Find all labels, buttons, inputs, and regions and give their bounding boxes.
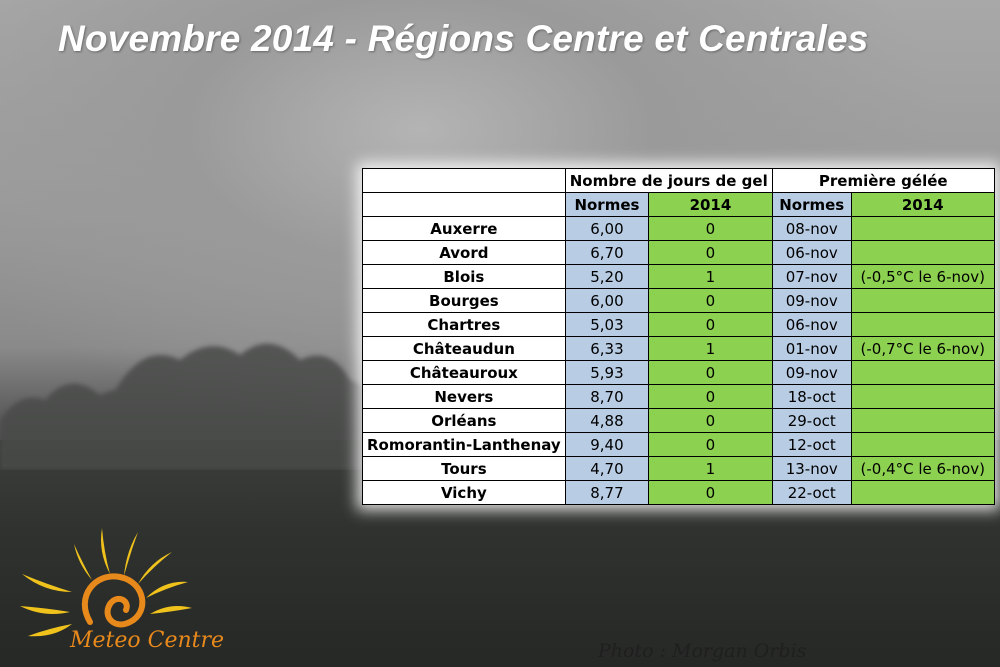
- frost-2014-cell: 0: [648, 288, 773, 313]
- first-frost-2014-cell: (-0,5°C le 6-nov): [850, 264, 995, 289]
- first-frost-2014-cell: [850, 432, 995, 457]
- table-row: Chartres 5,03 0 06-nov: [362, 312, 995, 337]
- table-group-header-row: Nombre de jours de gel Première gélée: [362, 168, 995, 193]
- table-corner-cell-2: [362, 192, 566, 217]
- frost-norm-cell: 4,88: [564, 408, 650, 433]
- first-frost-norm-cell: 07-nov: [771, 264, 852, 289]
- frost-norm-cell: 6,70: [564, 240, 650, 265]
- frost-2014-cell: 0: [648, 384, 773, 409]
- frost-norm-cell: 5,03: [564, 312, 650, 337]
- table-row: Avord 6,70 0 06-nov: [362, 240, 995, 265]
- first-frost-norm-cell: 13-nov: [771, 456, 852, 481]
- city-cell: Romorantin-Lanthenay: [362, 432, 566, 457]
- city-cell: Châteaudun: [362, 336, 566, 361]
- first-frost-norm-cell: 29-oct: [771, 408, 852, 433]
- frost-2014-cell: 1: [648, 336, 773, 361]
- first-frost-2014-cell: [850, 480, 995, 505]
- frost-2014-cell: 0: [648, 216, 773, 241]
- sun-spiral-icon: [20, 528, 192, 637]
- table-row: Blois 5,20 1 07-nov (-0,5°C le 6-nov): [362, 264, 995, 289]
- city-cell: Chartres: [362, 312, 566, 337]
- frost-table: Nombre de jours de gel Première gélée No…: [362, 168, 995, 505]
- city-cell: Vichy: [362, 480, 566, 505]
- page-title: Novembre 2014 - Régions Centre et Centra…: [58, 18, 869, 59]
- first-frost-norm-cell: 01-nov: [771, 336, 852, 361]
- frost-norm-cell: 6,00: [564, 288, 650, 313]
- first-frost-norm-cell: 09-nov: [771, 360, 852, 385]
- frost-norm-cell: 5,93: [564, 360, 650, 385]
- first-frost-2014-cell: [850, 408, 995, 433]
- city-cell: Châteauroux: [362, 360, 566, 385]
- table-row: Tours 4,70 1 13-nov (-0,4°C le 6-nov): [362, 456, 995, 481]
- frost-norm-cell: 6,00: [564, 216, 650, 241]
- photo-watermark: Photo : Morgan Orbis: [598, 640, 807, 662]
- frost-norm-cell: 8,70: [564, 384, 650, 409]
- frost-2014-cell: 0: [648, 408, 773, 433]
- meteo-centre-logo: [20, 528, 192, 637]
- table-row: Romorantin-Lanthenay 9,40 0 12-oct: [362, 432, 995, 457]
- city-cell: Orléans: [362, 408, 566, 433]
- first-frost-2014-cell: (-0,4°C le 6-nov): [850, 456, 995, 481]
- frost-2014-cell: 1: [648, 456, 773, 481]
- city-cell: Nevers: [362, 384, 566, 409]
- header-first-frost: Première gélée: [771, 168, 995, 193]
- first-frost-norm-cell: 09-nov: [771, 288, 852, 313]
- city-cell: Tours: [362, 456, 566, 481]
- city-cell: Blois: [362, 264, 566, 289]
- first-frost-norm-cell: 08-nov: [771, 216, 852, 241]
- frost-norm-cell: 4,70: [564, 456, 650, 481]
- city-cell: Avord: [362, 240, 566, 265]
- table-row: Nevers 8,70 0 18-oct: [362, 384, 995, 409]
- header-frost-norms: Normes: [564, 192, 650, 217]
- city-cell: Bourges: [362, 288, 566, 313]
- table-row: Auxerre 6,00 0 08-nov: [362, 216, 995, 241]
- first-frost-2014-cell: [850, 288, 995, 313]
- first-frost-norm-cell: 06-nov: [771, 240, 852, 265]
- first-frost-2014-cell: [850, 240, 995, 265]
- frost-table-container: Nombre de jours de gel Première gélée No…: [362, 168, 995, 505]
- table-row: Bourges 6,00 0 09-nov: [362, 288, 995, 313]
- header-frost-days: Nombre de jours de gel: [564, 168, 773, 193]
- header-first-2014: 2014: [850, 192, 995, 217]
- first-frost-norm-cell: 06-nov: [771, 312, 852, 337]
- first-frost-2014-cell: [850, 312, 995, 337]
- first-frost-norm-cell: 12-oct: [771, 432, 852, 457]
- first-frost-2014-cell: [850, 360, 995, 385]
- table-row: Vichy 8,77 0 22-oct: [362, 480, 995, 505]
- frost-2014-cell: 0: [648, 432, 773, 457]
- first-frost-norm-cell: 18-oct: [771, 384, 852, 409]
- logo-text: Meteo Centre: [70, 628, 225, 653]
- frost-2014-cell: 1: [648, 264, 773, 289]
- frost-2014-cell: 0: [648, 240, 773, 265]
- first-frost-2014-cell: (-0,7°C le 6-nov): [850, 336, 995, 361]
- table-row: Châteauroux 5,93 0 09-nov: [362, 360, 995, 385]
- frost-2014-cell: 0: [648, 360, 773, 385]
- table-corner-cell: [362, 168, 566, 193]
- first-frost-norm-cell: 22-oct: [771, 480, 852, 505]
- frost-norm-cell: 9,40: [564, 432, 650, 457]
- frost-norm-cell: 8,77: [564, 480, 650, 505]
- table-sub-header-row: Normes 2014 Normes 2014: [362, 192, 995, 217]
- frost-2014-cell: 0: [648, 480, 773, 505]
- table-row: Orléans 4,88 0 29-oct: [362, 408, 995, 433]
- frost-norm-cell: 6,33: [564, 336, 650, 361]
- first-frost-2014-cell: [850, 384, 995, 409]
- city-cell: Auxerre: [362, 216, 566, 241]
- frost-2014-cell: 0: [648, 312, 773, 337]
- first-frost-2014-cell: [850, 216, 995, 241]
- header-frost-2014: 2014: [648, 192, 773, 217]
- frost-norm-cell: 5,20: [564, 264, 650, 289]
- table-row: Châteaudun 6,33 1 01-nov (-0,7°C le 6-nov): [362, 336, 995, 361]
- header-first-norms: Normes: [771, 192, 852, 217]
